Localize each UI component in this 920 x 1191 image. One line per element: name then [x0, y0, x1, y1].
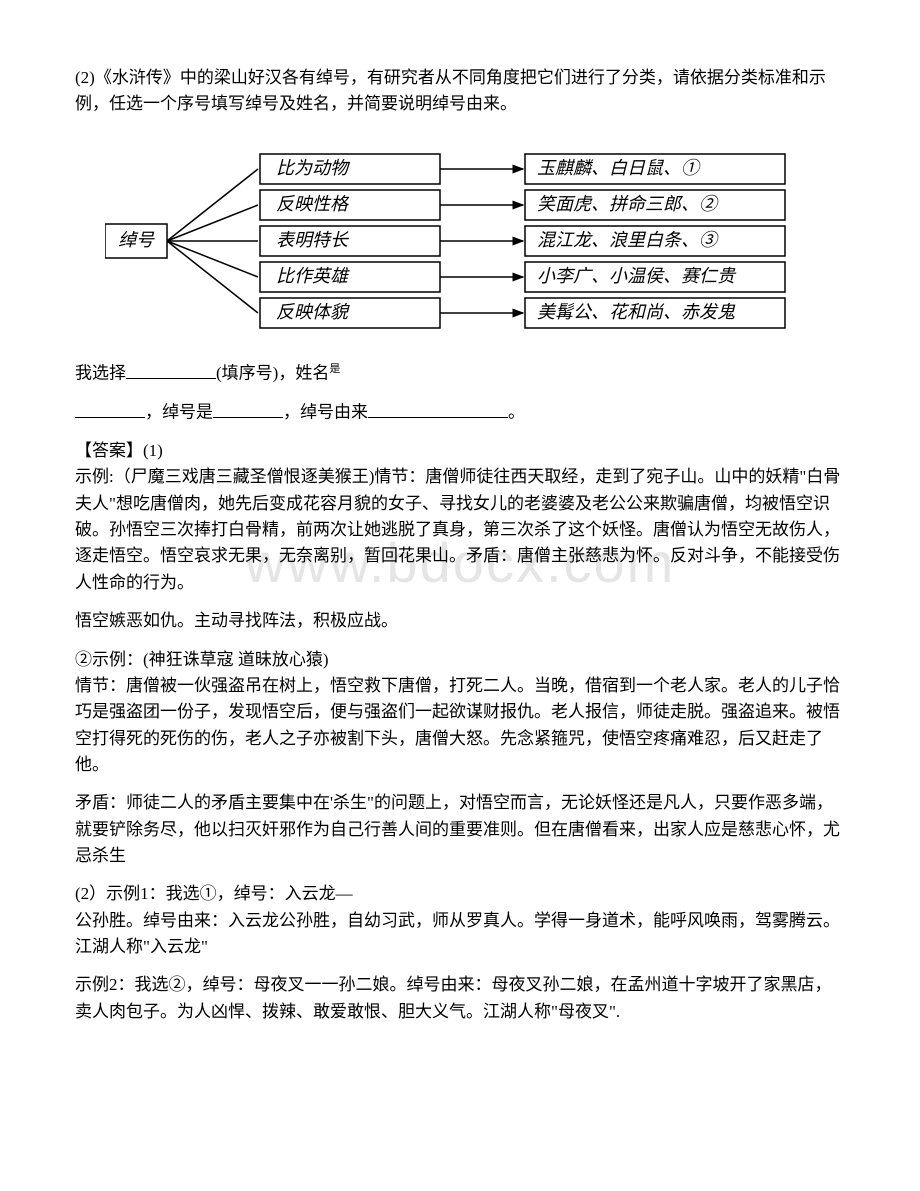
svg-text:反映性格: 反映性格	[276, 194, 350, 214]
answer-q2-ex2: 示例2：我选②，绰号：母夜叉一一孙二娘。绰号由来：母夜叉孙二娘，在孟州道十字坡开…	[75, 972, 845, 1025]
answer-example-1b: 悟空嫉恶如仇。主动寻找阵法，积极应战。	[75, 608, 845, 634]
page-content: (2)《水浒传》中的梁山好汉各有绰号，有研究者从不同角度把它们进行了分类，请依据…	[75, 65, 845, 1025]
choice-text-a: 我选择	[75, 364, 126, 383]
choice-text-2a: ，绰号是	[145, 403, 213, 422]
choice-line-2: ，绰号是 ，绰号由来 。	[75, 399, 845, 426]
svg-text:笑面虎、拼命三郎、②: 笑面虎、拼命三郎、②	[537, 194, 720, 214]
answer-contradiction: 矛盾：师徒二人的矛盾主要集中在'杀生"的问题上，对悟空而言，无论妖怪还是凡人，只…	[75, 790, 845, 869]
blank-nickname	[213, 399, 283, 418]
question-2-intro: (2)《水浒传》中的梁山好汉各有绰号，有研究者从不同角度把它们进行了分类，请依据…	[75, 65, 845, 118]
blank-origin	[368, 399, 508, 418]
blank-name	[75, 399, 145, 418]
nickname-diagram: 绰号 比为动物 玉麒麟、白日鼠、① 反映性格 笑面虎、拼命三郎、② 表明特长 混江龙、浪里白…	[105, 144, 805, 338]
svg-text:绰号: 绰号	[118, 230, 155, 250]
svg-text:反映体貌: 反映体貌	[276, 302, 350, 322]
answer-heading: 【答案】(1)	[75, 438, 845, 464]
answer-q2-ex1-body: 公孙胜。绰号由来：入云龙公孙胜，自幼习武，师从罗真人。学得一身道术，能呼风唤雨，…	[75, 908, 845, 961]
blank-sequence	[126, 360, 216, 379]
answer-label: 【答案】(1)	[75, 441, 163, 460]
answer-example-2-body: 情节：唐僧被一伙强盗吊在树上，悟空救下唐僧，打死二人。当晚，借宿到一个老人家。老…	[75, 673, 845, 778]
answer-example-2-title: ②示例：(神狂诛草寇 道昧放心猿)	[75, 647, 845, 673]
answer-example-1: 示例:（尸魔三戏唐三藏圣僧恨逐美猴王)情节：唐僧师徒往西天取经，走到了宛子山。山…	[75, 464, 845, 596]
choice-text-2c: 。	[508, 403, 525, 422]
svg-text:混江龙、浪里白条、③: 混江龙、浪里白条、③	[537, 230, 720, 250]
choice-line-1: 我选择 (填序号)，姓名是	[75, 360, 845, 387]
tiny-char: 是	[329, 363, 340, 375]
choice-text-b: (填序号)，姓名	[216, 364, 329, 383]
svg-text:美髯公、花和尚、赤发鬼: 美髯公、花和尚、赤发鬼	[537, 302, 736, 322]
choice-text-2b: ，绰号由来	[283, 403, 368, 422]
svg-text:表明特长: 表明特长	[276, 230, 350, 250]
svg-text:玉麒麟、白日鼠、①: 玉麒麟、白日鼠、①	[537, 158, 702, 178]
svg-text:小李广、小温侯、赛仁贵: 小李广、小温侯、赛仁贵	[537, 266, 737, 286]
svg-text:比作英雄: 比作英雄	[276, 266, 350, 286]
svg-text:比为动物: 比为动物	[276, 158, 351, 178]
answer-q2-ex1-title: (2）示例1：我选①，绰号：入云龙—	[75, 881, 845, 907]
